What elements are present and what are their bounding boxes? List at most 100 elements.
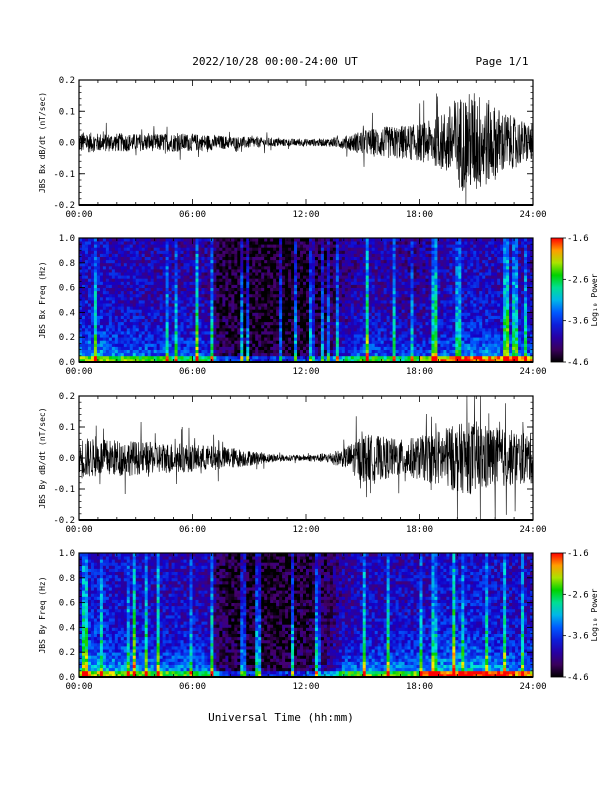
spectrogram-cell	[428, 262, 432, 267]
spectrogram-cell	[437, 259, 441, 264]
spectrogram-cell	[246, 324, 250, 329]
spectrogram-cell	[431, 300, 435, 304]
spectrogram-cell	[356, 287, 361, 292]
spectrogram-cell	[252, 343, 256, 347]
spectrogram-cell	[141, 303, 146, 307]
spectrogram-cell	[258, 303, 262, 307]
spectrogram-cell	[374, 352, 379, 357]
spectrogram-cell	[222, 318, 226, 323]
spectrogram-cell	[297, 343, 301, 347]
spectrogram-cell	[294, 324, 298, 329]
spectrogram-cell	[117, 256, 122, 261]
spectrogram-cell	[303, 309, 307, 313]
spectrogram-cell	[276, 312, 280, 316]
spectrogram-cell	[102, 358, 107, 363]
spectrogram-cell	[237, 262, 241, 267]
spectrogram-cell	[341, 269, 346, 273]
spectrogram-cell	[338, 315, 343, 319]
spectrogram-cell	[87, 324, 92, 329]
spectrogram-cell	[261, 300, 265, 304]
spectrogram-cell	[431, 293, 435, 298]
spectrogram-cell	[180, 321, 184, 326]
spectrogram-cell	[213, 346, 217, 350]
spectrogram-cell	[291, 250, 295, 254]
spectrogram-cell	[111, 318, 116, 323]
spectrogram-cell	[377, 318, 382, 323]
spectrogram-cell	[308, 287, 313, 292]
spectrogram-cell	[359, 309, 364, 313]
spectrogram-cell	[108, 352, 113, 357]
spectrogram-cell	[87, 303, 92, 307]
spectrogram-cell	[180, 318, 184, 323]
spectrogram-cell	[252, 331, 256, 335]
spectrogram-cell	[303, 247, 307, 251]
spectrogram-cell	[79, 300, 83, 304]
spectrogram-cell	[201, 306, 205, 310]
spectrogram-cell	[392, 306, 397, 310]
spectrogram-cell	[386, 331, 391, 335]
spectrogram-cell	[201, 272, 205, 276]
spectrogram-cell	[267, 287, 271, 292]
figure-title: 2022/10/28 00:00-24:00 UT	[192, 55, 358, 68]
spectrogram-cell	[234, 275, 238, 279]
spectrogram-cell	[410, 312, 414, 316]
spectrogram-cell	[150, 312, 155, 316]
spectrogram-cell	[413, 331, 417, 335]
spectrogram-cell	[147, 346, 152, 350]
spectrogram-cell	[273, 290, 277, 295]
spectrogram-cell	[270, 265, 274, 270]
spectrogram-cell	[84, 244, 89, 248]
spectrogram-cell	[159, 309, 164, 313]
spectrogram-cell	[81, 315, 86, 319]
spectrogram-cell	[311, 256, 316, 261]
spectrogram-cell	[165, 272, 170, 276]
spectrogram-cell	[323, 309, 328, 313]
spectrogram-cell	[96, 281, 101, 285]
spectrogram-cell	[440, 334, 444, 338]
spectrogram-cell	[258, 272, 262, 276]
spectrogram-cell	[207, 318, 211, 323]
spectrogram-cell	[359, 262, 364, 267]
spectrogram-cell	[356, 272, 361, 276]
spectrogram-cell	[294, 244, 298, 248]
spectrogram-cell	[117, 269, 122, 273]
spectrogram-cell	[425, 343, 429, 347]
spectrogram-cell	[431, 340, 435, 344]
spectrogram-cell	[267, 343, 271, 347]
spectrogram-cell	[380, 281, 385, 285]
spectrogram-cell	[126, 312, 131, 316]
spectrogram-cell	[303, 250, 307, 254]
spectrogram-cell	[153, 334, 158, 338]
spectrogram-cell	[135, 256, 140, 261]
spectrogram-cell	[338, 321, 343, 326]
spectrogram-cell	[225, 269, 229, 273]
spectrogram-cell	[320, 343, 325, 347]
spectrogram-cell	[273, 306, 277, 310]
spectrogram-cell	[81, 337, 86, 341]
spectrogram-cell	[153, 269, 158, 273]
spectrogram-cell	[147, 287, 152, 292]
spectrogram-cell	[108, 318, 113, 323]
spectrogram-cell	[404, 244, 408, 248]
spectrogram-cell	[90, 337, 95, 341]
spectrogram-cell	[383, 281, 388, 285]
spectrogram-cell	[437, 327, 441, 332]
spectrogram-cell	[126, 247, 131, 251]
spectrogram-cell	[189, 256, 193, 261]
spectrogram-cell	[407, 287, 411, 292]
spectrogram-cell	[350, 238, 355, 242]
spectrogram-cell	[138, 265, 143, 270]
spectrogram-cell	[261, 318, 265, 323]
spectrogram-cell	[371, 272, 376, 276]
spectrogram-cell	[288, 300, 292, 304]
spectrogram-cell	[338, 296, 343, 301]
spectrogram-cell	[267, 290, 271, 295]
spectrogram-cell	[398, 346, 402, 350]
spectrogram-cell	[422, 284, 426, 288]
spectrogram-cell	[237, 331, 241, 335]
spectrogram-cell	[252, 300, 256, 304]
spectrogram-cell	[156, 256, 161, 261]
spectrogram-cell	[437, 349, 441, 354]
spectrogram-cell	[186, 346, 190, 350]
spectrogram-cell	[255, 281, 259, 285]
